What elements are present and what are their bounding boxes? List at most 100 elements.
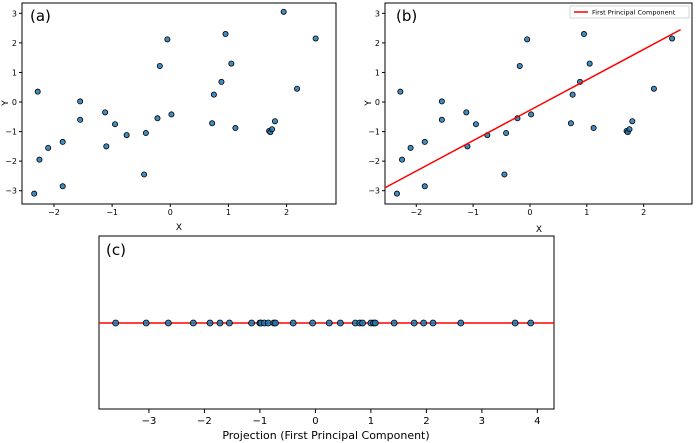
panel-b-point — [516, 62, 523, 69]
panel-c-x-tick-label: −2 — [197, 416, 212, 427]
panel-c: (c) −3 −2 −1 0 1 2 3 4 Projection (First Princi… — [98, 235, 555, 442]
panel-c-point — [164, 319, 172, 327]
panel-b-point — [421, 183, 428, 190]
panel-a-point — [31, 190, 38, 197]
panel-a-point — [77, 98, 84, 105]
panel-a-point — [271, 118, 278, 125]
panel-c-point — [309, 319, 317, 327]
panel-a-y-tick-label: 0 — [12, 98, 17, 107]
panel-b-x-tick-label: 0 — [527, 208, 532, 217]
panel-c-point — [206, 319, 214, 327]
panel-c-x-tick-label: 4 — [534, 416, 540, 427]
panel-c-point — [216, 319, 224, 327]
panel-b-point — [397, 88, 404, 95]
panel-b-x-ticks: −2 −1 0 1 2 — [410, 204, 646, 217]
panel-a-x-tick-label: 2 — [284, 208, 289, 217]
panel-c-point — [511, 319, 519, 327]
panel-c-x-tick-label: 2 — [423, 416, 429, 427]
legend-label: First Principal Component — [592, 9, 676, 17]
panel-c-point — [142, 319, 150, 327]
panel-a-x-tick-label: 1 — [226, 208, 231, 217]
panel-b-point — [503, 130, 510, 137]
panel-c-x-ticks: −3 −2 −1 0 1 2 3 4 — [142, 409, 541, 427]
panel-a-point — [312, 35, 319, 42]
panel-a-point — [218, 78, 225, 85]
panel-b-point — [626, 126, 633, 133]
panel-c-xlabel: Projection (First Principal Component) — [222, 429, 429, 442]
panel-b-point — [472, 121, 479, 128]
panel-a-point — [59, 138, 66, 145]
panel-a-x-tick-label: 0 — [168, 208, 173, 217]
panel-a-point — [45, 144, 52, 151]
panel-b-point — [590, 125, 597, 132]
panel-c-point — [325, 319, 333, 327]
panel-a-y-tick-label: −3 — [5, 187, 17, 196]
panel-a-point — [141, 171, 148, 178]
panel-a-point — [112, 121, 119, 128]
panel-b-point — [580, 31, 587, 38]
panel-b-x-tick-label: 2 — [641, 208, 646, 217]
panel-a-point — [222, 31, 229, 38]
panel-c-point — [225, 319, 233, 327]
panel-c-points — [112, 319, 535, 327]
panel-c-x-tick-label: 1 — [368, 416, 374, 427]
panel-a-xlabel: X — [176, 223, 182, 233]
panel-b-point — [421, 138, 428, 145]
panel-b-point — [528, 111, 535, 118]
panel-a-x-tick-label: −1 — [106, 208, 118, 217]
panel-b-points — [393, 8, 676, 197]
panel-b-point — [438, 116, 445, 123]
panel-c-tag: (c) — [106, 241, 126, 259]
panel-a-x-tick-label: −2 — [48, 208, 60, 217]
panel-c-x-tick-label: −3 — [142, 416, 157, 427]
panel-b-point — [629, 118, 636, 125]
panel-a-point — [168, 111, 175, 118]
panel-a-point — [209, 120, 216, 127]
panel-a-point — [164, 36, 171, 43]
panel-a-point — [210, 91, 217, 98]
panel-b-tag: (b) — [396, 7, 417, 25]
panel-b-point — [669, 35, 676, 42]
panel-a-point — [232, 125, 239, 132]
panel-c-point — [359, 319, 366, 327]
panel-b-y-tick-label: −1 — [368, 128, 380, 137]
panel-c-point — [264, 319, 272, 327]
panel-b-point — [524, 36, 531, 43]
panel-b-x-tick-label: −1 — [467, 208, 479, 217]
panel-c-point — [371, 319, 379, 327]
panel-a-point — [59, 183, 66, 190]
panel-a-point — [102, 109, 109, 116]
panel-c-x-tick-label: 0 — [312, 416, 318, 427]
panel-b-point — [463, 109, 470, 116]
panel-c-point — [112, 319, 120, 327]
panel-b-x-tick-label: −2 — [410, 208, 422, 217]
panel-c-point — [336, 319, 344, 327]
panel-b-y-tick-label: 1 — [375, 68, 380, 77]
panel-c-point — [248, 319, 255, 327]
panel-b-point — [393, 190, 400, 197]
panel-c-point — [272, 319, 279, 327]
panel-a-x-ticks: −2 −1 0 1 2 — [48, 204, 289, 217]
panel-a-frame — [21, 2, 337, 205]
panel-b-ylabel: Y — [364, 100, 374, 107]
panel-a-y-tick-label: 1 — [12, 68, 17, 77]
panel-b-y-ticks: −3 −2 −1 0 1 2 3 — [368, 9, 385, 196]
legend-box — [569, 5, 690, 19]
panel-b-legend: First Principal Component — [569, 5, 690, 19]
panel-a-point — [156, 62, 163, 69]
panel-a-y-ticks: −3 −2 −1 0 1 2 3 — [5, 9, 22, 196]
panel-c-point — [189, 319, 197, 327]
panel-a-point — [34, 88, 41, 95]
panel-c-point — [410, 319, 418, 327]
panel-b-y-tick-label: 0 — [375, 98, 380, 107]
panel-a-point — [77, 116, 84, 123]
panel-b-point — [399, 156, 406, 163]
panel-b-y-tick-label: −3 — [368, 187, 380, 196]
panel-c-point — [429, 319, 437, 327]
panel-a-points — [31, 8, 319, 197]
panel-a-y-tick-label: −2 — [5, 157, 17, 166]
panel-b-point — [567, 120, 574, 127]
panel-a-y-tick-label: 3 — [12, 9, 17, 18]
panel-b-frame — [384, 2, 693, 205]
